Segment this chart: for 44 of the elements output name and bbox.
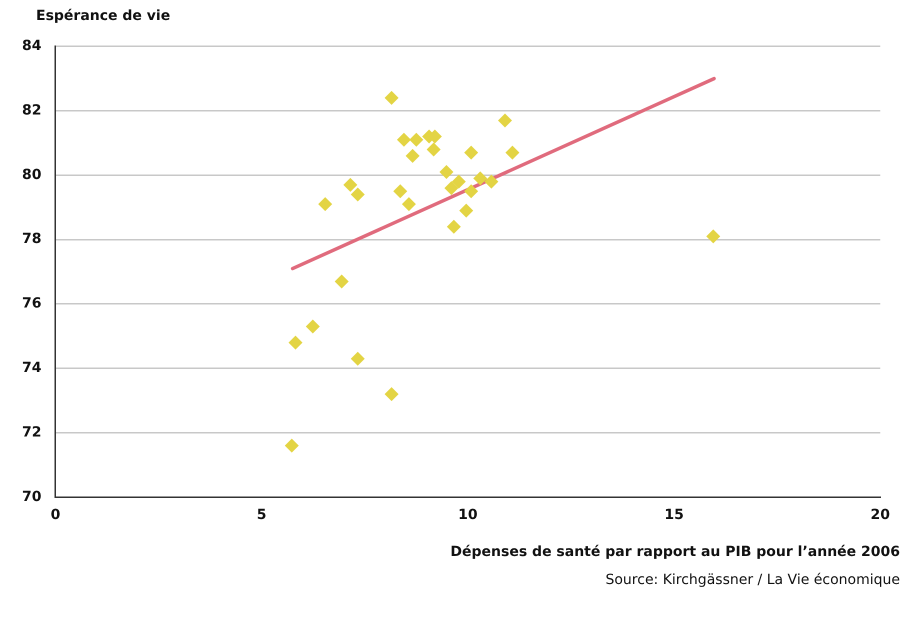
y-tick-label: 82 xyxy=(22,102,42,118)
point xyxy=(396,132,411,147)
y-tick-label: 78 xyxy=(22,231,42,248)
point xyxy=(384,90,399,105)
y-tick-label: 72 xyxy=(22,424,42,440)
point xyxy=(306,320,320,334)
x-axis-title: Dépenses de santé par rapport au PIB pour l’année 2006 xyxy=(449,544,900,560)
point xyxy=(484,174,498,189)
point xyxy=(459,204,474,218)
y-tick-label: 80 xyxy=(22,166,42,183)
point xyxy=(706,229,720,244)
point xyxy=(464,184,478,198)
point xyxy=(409,132,424,147)
point xyxy=(446,220,461,234)
point xyxy=(334,274,349,288)
point xyxy=(505,146,520,160)
point xyxy=(439,164,454,179)
point xyxy=(343,178,358,192)
y-tick-label: 74 xyxy=(22,360,42,376)
source-note: Source: Kirchgässner / La Vie économique xyxy=(604,572,900,588)
point xyxy=(406,148,420,163)
x-tick-label: 5 xyxy=(256,507,267,524)
point xyxy=(393,184,408,198)
point xyxy=(350,188,365,202)
y-tick-label: 70 xyxy=(22,488,42,505)
y-tick-label: 84 xyxy=(22,38,42,54)
x-tick-label: 0 xyxy=(50,507,61,524)
point xyxy=(288,336,302,350)
y-tick-label: 76 xyxy=(22,296,42,312)
point xyxy=(464,146,478,160)
x-tick-label: 10 xyxy=(458,507,478,524)
point xyxy=(426,142,441,156)
point xyxy=(444,181,458,196)
point xyxy=(384,387,399,402)
point xyxy=(498,113,512,128)
point xyxy=(402,197,416,212)
point xyxy=(452,174,466,189)
x-tick-label: 15 xyxy=(664,507,684,524)
point xyxy=(284,438,299,453)
point xyxy=(318,197,332,212)
x-tick-label: 20 xyxy=(870,507,890,524)
point xyxy=(350,352,365,366)
y-axis-title: Espérance de vie xyxy=(36,8,172,24)
point xyxy=(473,171,488,186)
